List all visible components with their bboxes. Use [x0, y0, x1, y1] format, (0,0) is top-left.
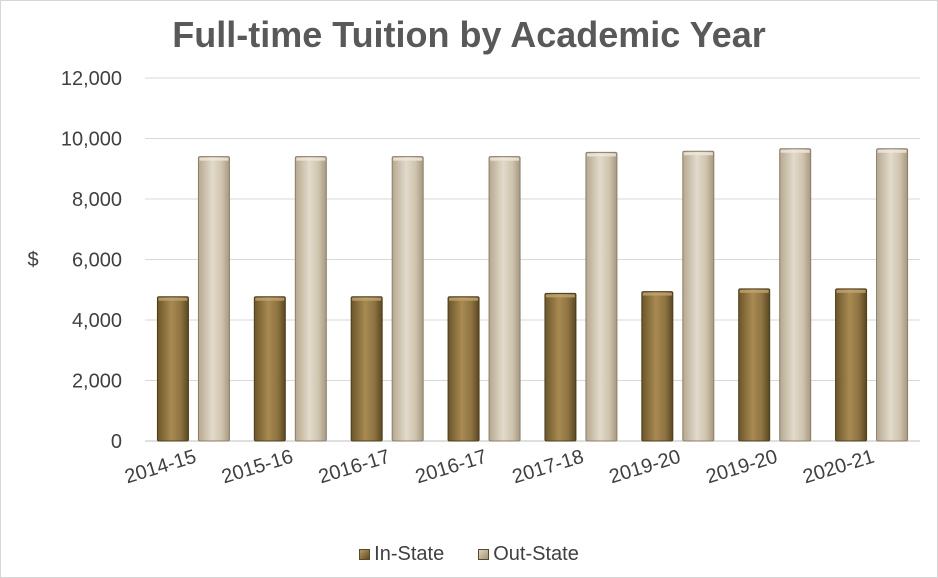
y-tick-label: 2,000 [72, 371, 122, 393]
bar-in-state [738, 288, 771, 442]
x-tick-label: 2016-17 [316, 446, 393, 489]
bar-out-state [585, 151, 618, 442]
legend-item-in-state: In-State [359, 543, 444, 566]
y-axis-label: $ [27, 249, 38, 271]
y-tick-label: 12,000 [61, 68, 122, 90]
bar-bevel [780, 149, 810, 153]
bar-bevel [199, 157, 229, 161]
bar-bevel [449, 297, 479, 301]
bar-in-state [253, 296, 286, 442]
x-tick-label: 2015-16 [219, 446, 296, 489]
y-tick-label: 10,000 [61, 129, 122, 151]
bar-out-state [488, 156, 521, 442]
y-tick-label: 6,000 [72, 250, 122, 272]
bar-in-state [156, 296, 189, 442]
bar-out-state [779, 148, 812, 442]
bar-bevel [586, 153, 616, 157]
legend-label-in-state: In-State [374, 543, 445, 565]
bar-bevel [158, 297, 188, 301]
legend-swatch-out-state [478, 549, 490, 560]
bar-bevel [393, 157, 423, 161]
bar-bevel [739, 289, 769, 293]
legend-swatch-in-state [359, 549, 371, 560]
bar-out-state [391, 156, 424, 442]
bar-in-state [447, 296, 480, 442]
bar-in-state [350, 296, 383, 442]
bar-in-state [641, 291, 674, 442]
bar-out-state [876, 148, 909, 442]
bar-bevel [545, 294, 575, 298]
x-tick-label: 2016-17 [413, 446, 490, 489]
bar-out-state [197, 156, 230, 442]
y-tick-label: 8,000 [72, 189, 122, 211]
y-tick-label: 0 [111, 431, 122, 453]
legend: In-State Out-State [0, 543, 938, 566]
legend-item-out-state: Out-State [478, 543, 579, 566]
x-tick-label: 2020-21 [800, 446, 877, 489]
bar-bevel [642, 292, 672, 296]
x-tick-label: 2019-20 [704, 446, 781, 489]
bar-bevel [877, 149, 907, 153]
bar-bevel [490, 157, 520, 161]
bar-bevel [836, 289, 866, 293]
bar-in-state [835, 288, 868, 442]
bar-bevel [352, 297, 382, 301]
bar-bevel [255, 297, 285, 301]
x-tick-label: 2019-20 [607, 446, 684, 489]
legend-label-out-state: Out-State [493, 543, 579, 565]
chart-title: Full-time Tuition by Academic Year [172, 14, 766, 55]
bar-out-state [682, 150, 715, 442]
x-tick-label: 2014-15 [122, 446, 199, 489]
bar-in-state [544, 292, 577, 442]
y-tick-label: 4,000 [72, 310, 122, 332]
x-tick-label: 2017-18 [510, 446, 587, 489]
bar-bevel [683, 152, 713, 156]
bar-out-state [294, 156, 327, 442]
bar-bevel [296, 157, 326, 161]
